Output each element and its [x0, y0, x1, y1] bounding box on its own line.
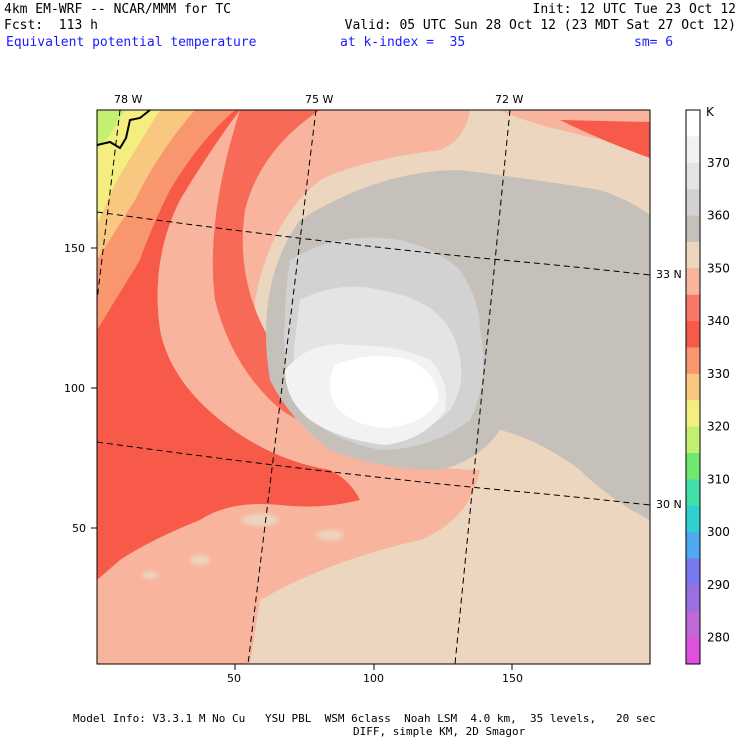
colorbar-swatch	[686, 426, 700, 454]
colorbar-swatch	[686, 505, 700, 533]
colorbar-swatch	[686, 452, 700, 480]
colorbar-label: 350	[707, 261, 730, 275]
x-tick-50: 50	[227, 672, 241, 685]
colorbar-swatch	[686, 479, 700, 507]
model-info-2: DIFF, simple KM, 2D Smagor	[353, 725, 526, 738]
colorbar-unit: K	[706, 105, 715, 119]
colorbar-label: 300	[707, 525, 730, 539]
colorbar-swatch	[686, 584, 700, 612]
colorbar-swatch	[686, 558, 700, 586]
model-info: Model Info: V3.3.1 M No Cu YSU PBL WSM 6…	[73, 712, 656, 725]
theta-e-field	[97, 110, 650, 664]
colorbar-swatch	[686, 189, 700, 217]
colorbar-label: 360	[707, 209, 730, 223]
colorbar-swatch	[686, 268, 700, 296]
lon-label-78w: 78 W	[114, 93, 142, 106]
colorbar-swatch	[686, 637, 700, 665]
colorbar-label: 370	[707, 156, 730, 170]
colorbar-label: 310	[707, 472, 730, 486]
valid-time: Valid: 05 UTC Sun 28 Oct 12 (23 MDT Sat …	[344, 18, 736, 33]
colorbar-swatch	[686, 215, 700, 243]
colorbar-swatch	[686, 294, 700, 322]
colorbar-label: 330	[707, 367, 730, 381]
colorbar-label: 290	[707, 578, 730, 592]
colorbar-label: 280	[707, 631, 730, 645]
forecast-hour: Fcst: 113 h	[4, 18, 98, 33]
y-tick-100: 100	[64, 382, 85, 395]
colorbar-swatch	[686, 373, 700, 401]
init-time: Init: 12 UTC Tue 23 Oct 12	[532, 2, 737, 17]
lon-label-72w: 72 W	[495, 93, 523, 106]
lon-label-75w: 75 W	[305, 93, 333, 106]
level-label: at k-index = 35	[340, 35, 466, 50]
x-tick-100: 100	[363, 672, 384, 685]
colorbar-swatch	[686, 321, 700, 348]
colorbar-swatch	[686, 347, 700, 375]
colorbar-swatch	[686, 400, 700, 428]
colorbar-swatch	[686, 611, 700, 639]
model-title: 4km EM-WRF -- NCAR/MMM for TC	[4, 2, 231, 17]
x-tick-150: 150	[502, 672, 523, 685]
y-tick-50: 50	[72, 522, 86, 535]
colorbar-swatch	[686, 162, 700, 190]
colorbar	[686, 110, 700, 665]
lat-label-33n: 33 N	[656, 268, 682, 281]
lat-label-30n: 30 N	[656, 498, 682, 511]
colorbar-swatch	[686, 136, 700, 164]
colorbar-label: 340	[707, 314, 730, 328]
field-name: Equivalent potential temperature	[6, 35, 257, 50]
smoothing-label: sm= 6	[634, 35, 674, 50]
colorbar-label: 320	[707, 420, 730, 434]
colorbar-swatch	[686, 241, 700, 269]
colorbar-swatch	[686, 532, 700, 559]
colorbar-frame	[685, 109, 701, 665]
colorbar-swatch	[686, 110, 700, 137]
y-tick-150: 150	[64, 242, 85, 255]
